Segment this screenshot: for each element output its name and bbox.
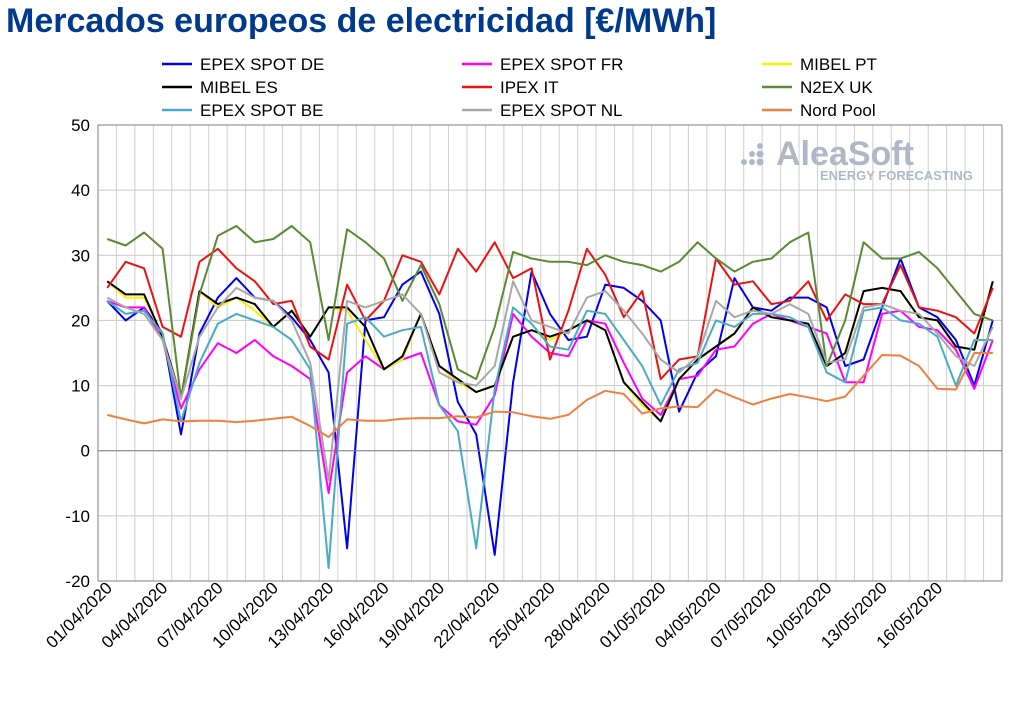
- logo-dot: [757, 143, 763, 149]
- legend-item: EPEX SPOT FR: [462, 55, 623, 74]
- legend-item: EPEX SPOT NL: [462, 101, 623, 120]
- aleasoft-logo: AleaSoft ENERGY FORECASTING: [741, 135, 973, 183]
- logo-subtitle: ENERGY FORECASTING: [820, 168, 973, 183]
- legend-item: MIBEL ES: [162, 78, 278, 97]
- y-tick-label: 20: [71, 311, 90, 330]
- series-lines: [106, 225, 994, 569]
- y-tick-label: -20: [65, 572, 90, 591]
- series-line-n2ex-uk: [106, 225, 994, 400]
- y-tick-label: -10: [65, 507, 90, 526]
- y-tick-label: 0: [81, 442, 90, 461]
- legend: EPEX SPOT DE EPEX SPOT FR MIBEL PT MIBEL ES…: [162, 55, 877, 120]
- logo-dot: [741, 159, 747, 165]
- legend-item: EPEX SPOT BE: [162, 101, 323, 120]
- logo-dot: [756, 150, 764, 158]
- legend-label: EPEX SPOT BE: [200, 101, 323, 120]
- logo-dot: [756, 158, 764, 166]
- legend-item: IPEX IT: [462, 78, 559, 97]
- legend-item: EPEX SPOT DE: [162, 55, 324, 74]
- y-tick-label: 40: [71, 181, 90, 200]
- logo-dot: [749, 159, 755, 165]
- series-line-epex-spot-nl: [106, 280, 994, 481]
- y-tick-label: 10: [71, 377, 90, 396]
- logo-dot: [749, 151, 755, 157]
- series-line-epex-spot-fr: [106, 299, 994, 495]
- legend-item: MIBEL PT: [762, 55, 877, 74]
- plot-border: [97, 124, 1003, 582]
- legend-label: N2EX UK: [800, 78, 873, 97]
- legend-label: EPEX SPOT NL: [500, 101, 623, 120]
- series-line-ipex-it: [106, 241, 994, 381]
- series-line-mibel-es: [106, 280, 994, 423]
- y-tick-label: 50: [71, 116, 90, 135]
- chart-title: Mercados europeos de electricidad [€/MWh…: [6, 2, 717, 40]
- legend-label: IPEX IT: [500, 78, 559, 97]
- legend-label: EPEX SPOT FR: [500, 55, 623, 74]
- series-line-epex-spot-be: [106, 300, 993, 569]
- legend-label: EPEX SPOT DE: [200, 55, 324, 74]
- logo-dots-icon: [741, 143, 764, 166]
- legend-item: Nord Pool: [762, 101, 876, 120]
- series-line-nord-pool: [106, 352, 993, 438]
- legend-label: MIBEL PT: [800, 55, 877, 74]
- y-tick-label: 30: [71, 246, 90, 265]
- legend-item: N2EX UK: [762, 78, 873, 97]
- logo-text: AleaSoft: [776, 135, 914, 173]
- legend-label: Nord Pool: [800, 101, 876, 120]
- legend-label: MIBEL ES: [200, 78, 278, 97]
